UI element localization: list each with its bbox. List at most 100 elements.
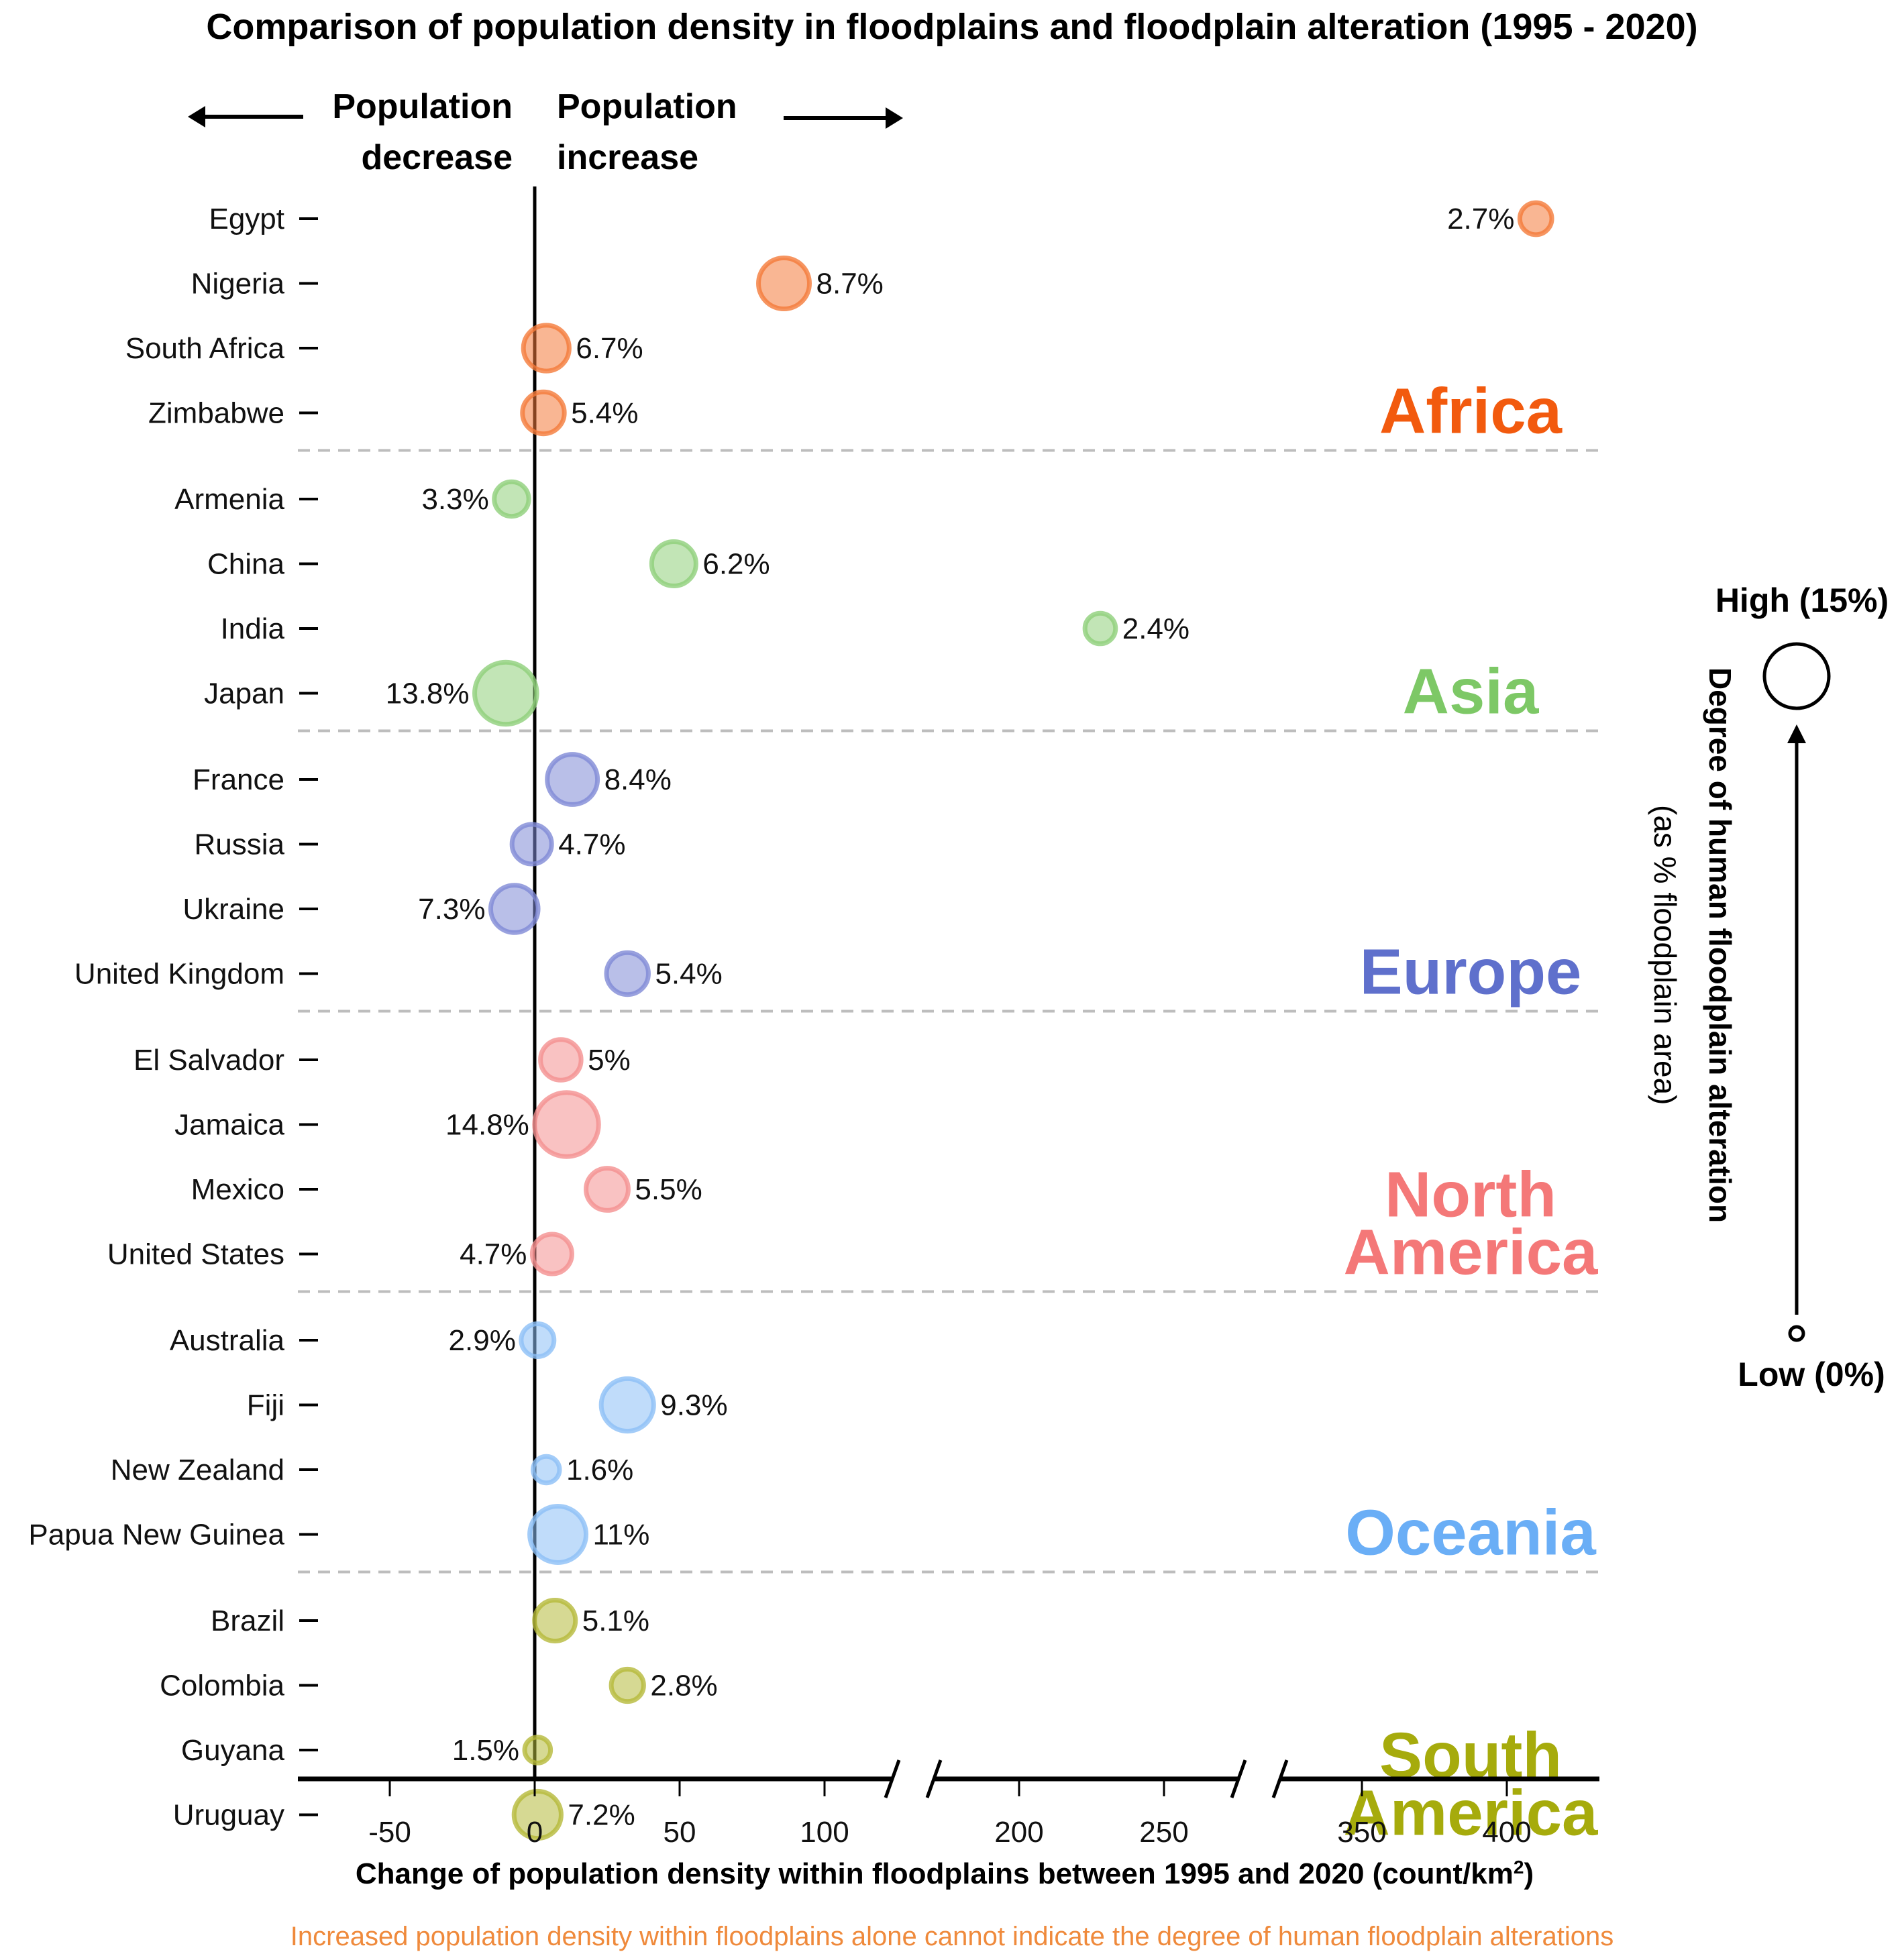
x-tick-label: 350 — [1337, 1816, 1386, 1849]
region-label-oceania: Oceania — [1345, 1497, 1596, 1569]
bubble-russia — [509, 822, 554, 867]
data-label: 9.3% — [660, 1389, 727, 1422]
x-axis-title: Change of population density within floo… — [356, 1857, 1534, 1891]
direction-header: Population decrease Population increase — [188, 87, 903, 177]
bubble-japan — [472, 659, 539, 727]
data-label: 5.1% — [582, 1604, 649, 1637]
data-label: 5% — [588, 1044, 631, 1077]
bubble-united-states — [529, 1232, 574, 1276]
data-label: 2.8% — [650, 1670, 717, 1702]
bubble-mexico — [584, 1166, 631, 1213]
country-label: United States — [107, 1238, 284, 1271]
country-label: India — [221, 612, 285, 645]
size-legend: High (15%) Low (0%) Degree of human floo… — [1648, 582, 1889, 1393]
data-label: 8.7% — [816, 268, 884, 301]
data-label: 5.5% — [635, 1173, 702, 1206]
axis-break-mark — [925, 1759, 943, 1798]
country-label: United Kingdom — [74, 958, 284, 991]
bubble-france — [545, 752, 600, 807]
x-tick-label: 100 — [800, 1816, 849, 1849]
bubble-ukraine — [488, 883, 541, 935]
data-label: 4.7% — [558, 828, 625, 861]
bubble-egypt — [1517, 200, 1554, 237]
data-label: 7.3% — [418, 893, 485, 926]
country-label-layer: Egypt 2.7% Nigeria 8.7% South Africa 6.7% Zimb… — [28, 203, 1514, 1832]
data-label: 3.3% — [421, 483, 488, 516]
country-label: Australia — [170, 1324, 285, 1357]
data-label: 13.8% — [386, 677, 470, 710]
bubble-india — [1082, 610, 1118, 647]
country-label: Colombia — [160, 1670, 284, 1702]
decrease-label-line2: decrease — [361, 138, 513, 177]
group-separators — [298, 449, 1601, 1574]
country-label: Ukraine — [182, 893, 284, 926]
region-label-north-america: America — [1344, 1217, 1599, 1289]
x-tick-label: -50 — [368, 1816, 411, 1849]
bubble-australia — [519, 1321, 557, 1359]
bubble-colombia — [609, 1666, 646, 1704]
bubble-nigeria — [756, 256, 812, 311]
country-label: Russia — [195, 828, 285, 861]
axis-break-mark — [884, 1759, 901, 1798]
country-label: South Africa — [125, 332, 285, 365]
legend-low-label: Low (0%) — [1738, 1356, 1885, 1393]
country-label: France — [193, 763, 284, 796]
country-label: Zimbabwe — [148, 397, 284, 430]
bubble-layer — [472, 200, 1554, 1841]
bubble-new-zealand — [531, 1454, 562, 1486]
left-arrow-icon — [188, 106, 205, 127]
x-tick-label: 250 — [1139, 1816, 1188, 1849]
x-axis: -50 0 50 100 200 250 350 400 — [298, 1759, 1599, 1849]
country-label: Egypt — [209, 203, 284, 235]
data-label: 7.2% — [568, 1799, 635, 1832]
country-label: Armenia — [174, 483, 284, 516]
country-label: Uruguay — [173, 1799, 284, 1832]
x-tick-label: 200 — [994, 1816, 1043, 1849]
data-label: 6.2% — [702, 548, 770, 581]
data-label: 2.7% — [1447, 203, 1514, 235]
data-label: 14.8% — [445, 1109, 529, 1142]
country-label: El Salvador — [134, 1044, 284, 1077]
legend-arrow-up-icon — [1787, 724, 1806, 743]
country-label: Papua New Guinea — [28, 1519, 284, 1551]
country-label: Jamaica — [174, 1109, 284, 1142]
decrease-label-line1: Population — [332, 87, 513, 126]
bubble-zimbabwe — [520, 389, 567, 437]
region-label-layer: AfricaAsiaEuropeNorthAmericaOceaniaSouth… — [1344, 376, 1599, 1849]
legend-high-circle — [1762, 642, 1831, 710]
footnote: Increased population density within floo… — [290, 1922, 1614, 1951]
country-label: Guyana — [181, 1734, 285, 1767]
bubble-el-salvador — [538, 1037, 584, 1083]
x-tick-label: 50 — [664, 1816, 696, 1849]
data-label: 1.5% — [452, 1734, 519, 1767]
axis-break-mark — [1271, 1759, 1289, 1798]
data-label: 4.7% — [460, 1238, 527, 1271]
region-label-south-america: America — [1344, 1778, 1599, 1849]
increase-label-line1: Population — [557, 87, 737, 126]
bubble-south-africa — [521, 323, 572, 374]
country-label: Mexico — [191, 1173, 284, 1206]
x-tick-label: 400 — [1482, 1816, 1531, 1849]
bubble-united-kingdom — [604, 950, 651, 997]
bubble-uruguay — [511, 1788, 564, 1841]
region-label-north-america: North — [1385, 1159, 1556, 1231]
x-tick-label: 0 — [527, 1816, 543, 1849]
axis-break-mark — [1230, 1759, 1247, 1798]
bubble-armenia — [492, 479, 531, 519]
bubble-guyana — [522, 1735, 553, 1765]
data-label: 11% — [593, 1519, 650, 1551]
data-label: 1.6% — [566, 1454, 633, 1486]
bubble-brazil — [532, 1598, 578, 1643]
country-label: Brazil — [211, 1604, 284, 1637]
data-label: 2.4% — [1122, 612, 1189, 645]
legend-low-circle — [1788, 1325, 1805, 1342]
bubble-papua-new-guinea — [527, 1504, 589, 1565]
right-arrow-icon — [886, 107, 903, 129]
legend-subtitle: (as % floodplain area) — [1648, 805, 1683, 1105]
region-label-africa: Africa — [1379, 376, 1563, 447]
data-label: 5.4% — [655, 958, 722, 991]
country-label: Fiji — [247, 1389, 284, 1422]
region-label-asia: Asia — [1403, 656, 1539, 728]
country-label: Japan — [204, 677, 284, 710]
